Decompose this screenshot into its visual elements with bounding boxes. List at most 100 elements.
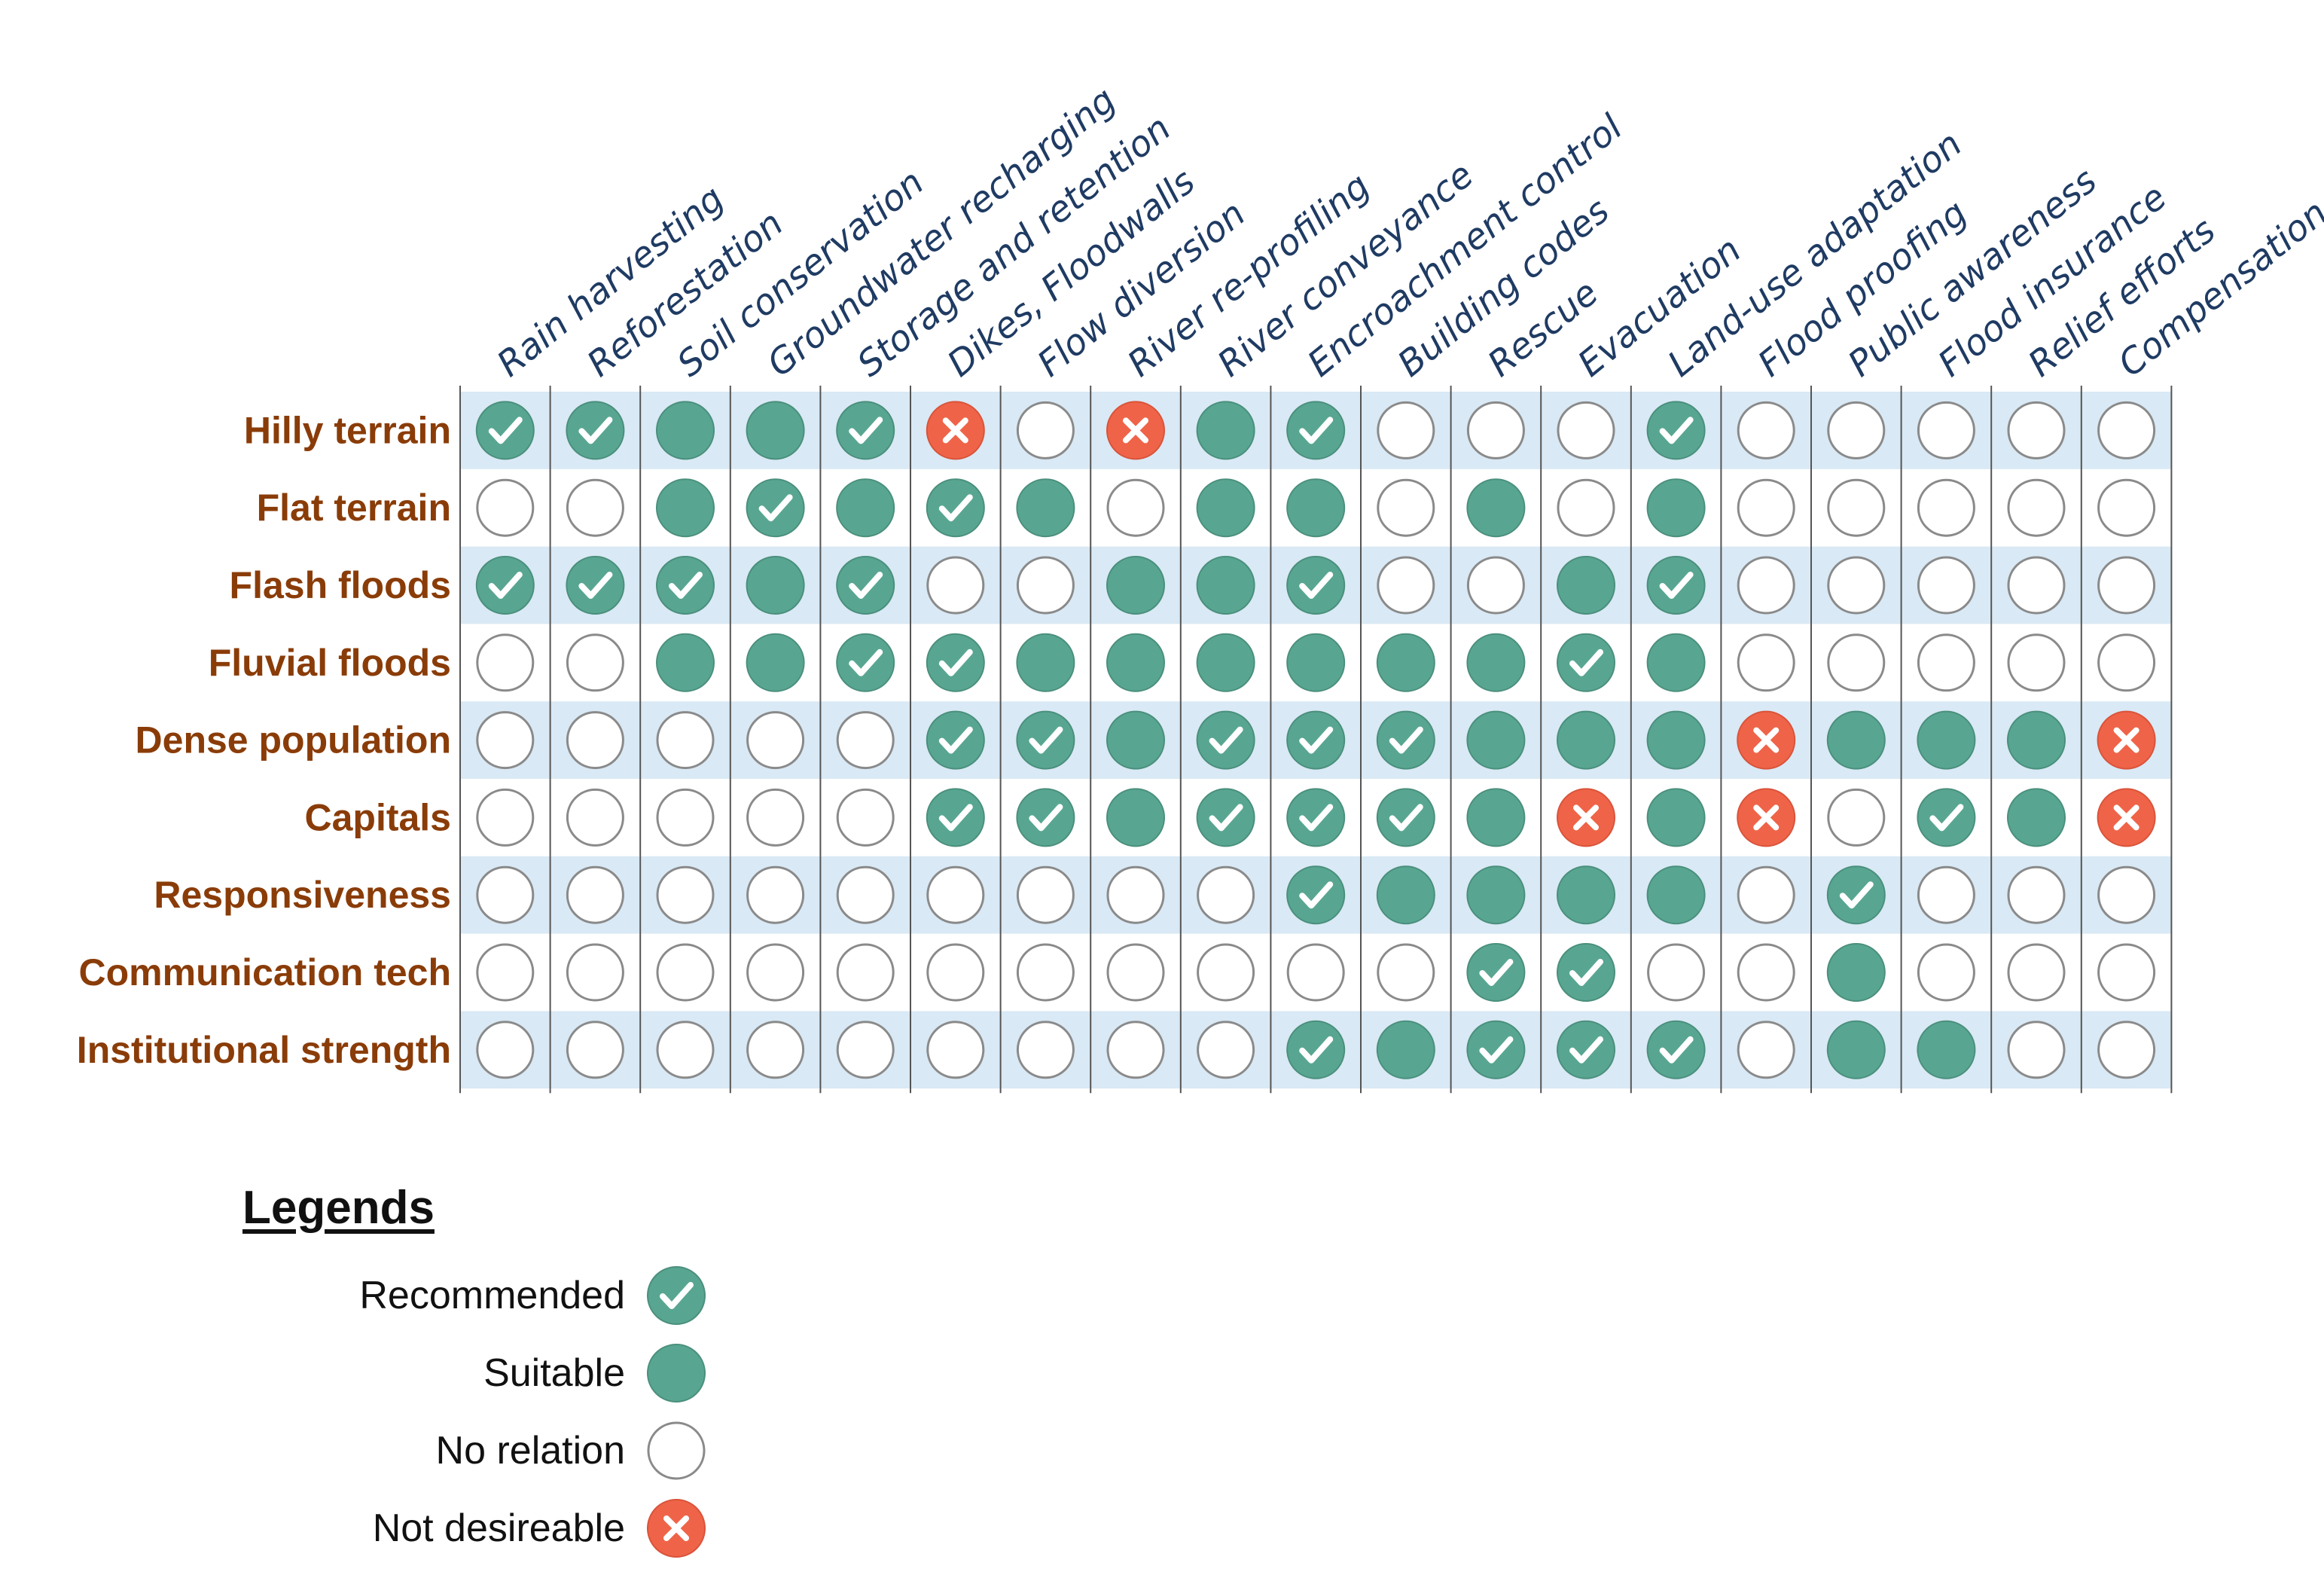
cell-no-relation (1377, 478, 1435, 537)
cell-no-relation (1016, 401, 1075, 459)
cell-no-relation (746, 788, 805, 847)
cell-recommended (836, 633, 895, 692)
cell-recommended (1466, 1020, 1526, 1079)
cell-suitable (1286, 478, 1346, 538)
cell-no-relation (746, 943, 805, 1002)
cell-no-relation (656, 711, 715, 770)
cell-no-relation (2007, 401, 2066, 459)
row-label: Dense population (136, 719, 451, 762)
cell-suitable (1286, 633, 1346, 692)
cell-suitable (1106, 710, 1165, 770)
cell-no-relation (2097, 633, 2156, 692)
cell-suitable (1466, 710, 1526, 770)
legend-label: Recommended (359, 1274, 625, 1317)
cell-recommended (1286, 865, 1346, 925)
cell-no-relation (2097, 556, 2156, 615)
cell-not-desirable (2097, 788, 2156, 847)
cell-no-relation (1557, 401, 1615, 459)
cell-no-relation (1917, 478, 1975, 537)
cell-no-relation (1917, 943, 1975, 1002)
cell-no-relation (836, 1021, 895, 1079)
cell-no-relation (1557, 478, 1615, 537)
column-gridlines (459, 386, 2173, 1094)
row-label: Flat terrain (257, 487, 451, 529)
cell-recommended (1646, 556, 1706, 615)
cell-suitable (1646, 788, 1706, 847)
cell-recommended (1557, 1020, 1615, 1079)
cell-no-relation (2097, 943, 2156, 1002)
cell-no-relation (2007, 633, 2066, 692)
cell-suitable (746, 556, 805, 615)
row-label: Flash floods (230, 564, 451, 606)
cell-suitable (1196, 556, 1255, 615)
cell-recommended (1016, 710, 1075, 770)
cell-recommended (1466, 943, 1526, 1002)
cell-no-relation (1016, 1021, 1075, 1079)
cell-not-desirable (1557, 788, 1615, 847)
cell-recommended (475, 401, 535, 460)
cell-recommended (926, 788, 985, 847)
cell-no-relation (836, 788, 895, 847)
cell-not-desirable (926, 401, 985, 460)
cell-no-relation (1917, 865, 1975, 924)
cell-no-relation (1377, 401, 1435, 459)
cell-no-relation (926, 865, 985, 924)
cell-no-relation (2007, 943, 2066, 1002)
cell-recommended (566, 556, 625, 615)
cell-suitable (1557, 556, 1615, 615)
cell-no-relation (2007, 865, 2066, 924)
cell-suitable (836, 478, 895, 538)
cell-no-relation (476, 711, 535, 770)
cell-recommended (1557, 943, 1615, 1002)
legend-label: No relation (435, 1429, 625, 1473)
cell-suitable (746, 401, 805, 460)
cell-no-relation (1827, 556, 1886, 615)
cell-no-relation (476, 788, 535, 847)
cell-suitable (1196, 401, 1255, 460)
cell-suitable (1196, 633, 1255, 692)
cell-no-relation (836, 711, 895, 770)
cell-no-relation (1737, 865, 1795, 924)
cell-suitable (1376, 633, 1435, 692)
cell-no-relation (566, 865, 624, 924)
cell-not-desirable (1737, 710, 1796, 770)
cell-no-relation (1106, 1021, 1165, 1079)
cell-no-relation (2097, 401, 2156, 459)
cell-no-relation (1377, 943, 1435, 1002)
cell-no-relation (656, 788, 715, 847)
cell-recommended (1196, 788, 1255, 847)
cell-suitable (1557, 865, 1615, 925)
cell-no-relation (1466, 401, 1525, 459)
cell-no-relation (1827, 788, 1886, 847)
cell-no-relation (926, 556, 985, 615)
cell-suitable (1466, 788, 1526, 847)
cell-suitable (1826, 710, 1886, 770)
empty-circle-icon (645, 1419, 708, 1482)
cell-suitable (1646, 478, 1706, 538)
cell-no-relation (476, 478, 535, 537)
cell-no-relation (566, 633, 624, 692)
cell-suitable (1106, 788, 1165, 847)
cell-no-relation (1197, 865, 1255, 924)
cell-suitable (1557, 710, 1615, 770)
cell-no-relation (476, 633, 535, 692)
cell-recommended (926, 710, 985, 770)
cell-recommended (1557, 633, 1615, 692)
cell-no-relation (1737, 1021, 1795, 1079)
cell-no-relation (1286, 943, 1345, 1002)
cell-no-relation (746, 711, 805, 770)
cell-suitable (1106, 633, 1165, 692)
cell-no-relation (1737, 401, 1795, 459)
matrix-cells (475, 401, 2156, 1079)
cell-no-relation (1106, 865, 1165, 924)
cell-recommended (1917, 788, 1976, 847)
cell-recommended (1286, 710, 1346, 770)
cell-suitable (1646, 865, 1706, 925)
cell-recommended (1376, 710, 1435, 770)
cell-recommended (1016, 788, 1075, 847)
cell-no-relation (1737, 556, 1795, 615)
row-label: Responsiveness (154, 874, 451, 916)
cell-no-relation (476, 865, 535, 924)
